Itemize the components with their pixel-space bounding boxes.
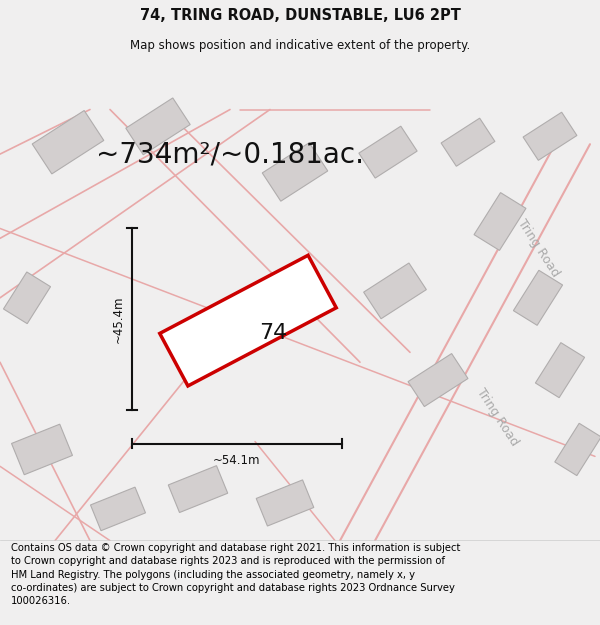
Text: ~45.4m: ~45.4m xyxy=(112,296,125,343)
Text: Map shows position and indicative extent of the property.: Map shows position and indicative extent… xyxy=(130,39,470,51)
Polygon shape xyxy=(523,112,577,161)
Polygon shape xyxy=(364,263,427,319)
Polygon shape xyxy=(126,98,190,155)
Text: ~734m²/~0.181ac.: ~734m²/~0.181ac. xyxy=(96,140,364,168)
Polygon shape xyxy=(441,118,495,166)
Polygon shape xyxy=(160,255,336,386)
Polygon shape xyxy=(4,272,50,324)
Text: Tring Road: Tring Road xyxy=(473,386,520,448)
Polygon shape xyxy=(168,466,228,512)
Polygon shape xyxy=(408,354,468,407)
Text: Tring Road: Tring Road xyxy=(515,217,562,279)
Text: ~54.1m: ~54.1m xyxy=(213,454,261,467)
Polygon shape xyxy=(359,126,417,178)
Polygon shape xyxy=(555,423,600,476)
Polygon shape xyxy=(11,424,73,475)
Text: Contains OS data © Crown copyright and database right 2021. This information is : Contains OS data © Crown copyright and d… xyxy=(11,543,460,606)
Polygon shape xyxy=(514,270,563,326)
Polygon shape xyxy=(262,142,328,201)
Text: 74: 74 xyxy=(259,322,287,342)
Polygon shape xyxy=(256,480,314,526)
Polygon shape xyxy=(91,487,145,531)
Text: 74, TRING ROAD, DUNSTABLE, LU6 2PT: 74, TRING ROAD, DUNSTABLE, LU6 2PT xyxy=(140,8,460,23)
Polygon shape xyxy=(32,111,104,174)
Polygon shape xyxy=(535,342,584,398)
Polygon shape xyxy=(474,192,526,251)
